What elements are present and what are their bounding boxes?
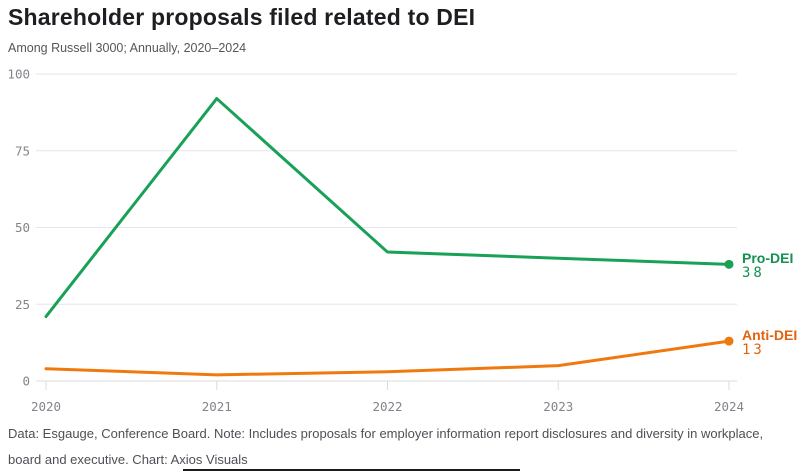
x-tick-label: 2024 — [714, 399, 744, 414]
y-tick-label: 100 — [7, 67, 30, 82]
series-end-dot-pro-dei — [724, 259, 734, 269]
chart-title: Shareholder proposals filed related to D… — [8, 4, 476, 30]
chart-subtitle: Among Russell 3000; Annually, 2020–2024 — [8, 41, 247, 55]
x-tick-label: 2023 — [543, 399, 573, 414]
y-tick-label: 25 — [15, 297, 30, 312]
series-line-anti-dei — [44, 339, 731, 377]
series-value-anti-dei: 13 — [742, 342, 765, 359]
x-tick-label: 2021 — [202, 399, 232, 414]
x-tick-label: 2020 — [31, 399, 61, 414]
x-tick-label: 2022 — [372, 399, 402, 414]
series-name-anti-dei: Anti-DEI — [742, 327, 798, 344]
series-label-pro-dei: Pro-DEI 38 — [742, 251, 793, 281]
source-note: Data: Esgauge, Conference Board. Note: I… — [8, 426, 764, 467]
y-tick-label: 75 — [15, 143, 30, 158]
y-tick-label: 0 — [22, 374, 30, 389]
bottom-edge-line — [183, 469, 520, 471]
series-line-pro-dei — [44, 97, 731, 319]
series-end-dot-anti-dei — [724, 336, 734, 346]
y-tick-label: 50 — [15, 220, 30, 235]
series-label-anti-dei: Anti-DEI 13 — [742, 328, 797, 358]
series-name-pro-dei: Pro-DEI — [742, 250, 794, 267]
series-value-pro-dei: 38 — [742, 265, 765, 282]
